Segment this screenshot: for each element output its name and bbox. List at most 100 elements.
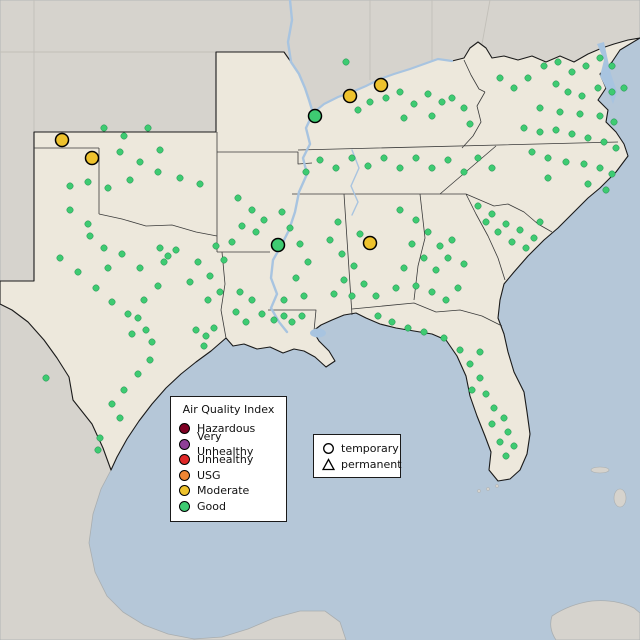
- station-marker-good: [302, 168, 310, 176]
- legend-item-good: Good: [179, 499, 278, 515]
- station-marker-good: [582, 62, 590, 70]
- legend-item-label: Very Unhealthy: [197, 430, 254, 459]
- good-dot-icon: [179, 500, 190, 512]
- station-marker-good: [540, 62, 548, 70]
- station-marker-good: [474, 202, 482, 210]
- station-marker-good: [466, 360, 474, 368]
- station-marker-good: [252, 228, 260, 236]
- station-marker-good: [454, 284, 462, 292]
- station-marker-good: [196, 180, 204, 188]
- legend-item-label: temporary: [341, 441, 399, 455]
- cuba-land: [550, 600, 640, 640]
- station-marker-good: [116, 148, 124, 156]
- station-marker-good: [380, 154, 388, 162]
- station-marker-good: [448, 94, 456, 102]
- station-marker-good: [476, 374, 484, 382]
- legend-item-label: Hazardous: [197, 422, 256, 436]
- station-marker-good: [326, 236, 334, 244]
- station-marker-good: [444, 156, 452, 164]
- station-marker-good: [612, 144, 620, 152]
- station-marker-good: [66, 206, 74, 214]
- station-marker-good: [530, 234, 538, 242]
- station-marker-good: [186, 278, 194, 286]
- hazardous-dot-icon: [179, 423, 190, 435]
- very-unhealthy-dot-icon: [179, 438, 190, 450]
- station-marker-good: [568, 130, 576, 138]
- station-marker-good: [258, 310, 266, 318]
- station-marker-good: [94, 446, 102, 454]
- outside-state-borders: [0, 0, 491, 132]
- station-marker-good: [596, 54, 604, 62]
- station-marker-good: [564, 88, 572, 96]
- station-marker-good: [104, 264, 112, 272]
- station-marker-good: [84, 220, 92, 228]
- station-marker-good: [300, 292, 308, 300]
- station-marker-good: [382, 94, 390, 102]
- station-marker-good: [120, 386, 128, 394]
- legend-item-unhealthy: Unhealthy: [179, 452, 278, 468]
- station-marker-good: [200, 342, 208, 350]
- station-marker-good: [596, 164, 604, 172]
- station-marker-good: [610, 118, 618, 126]
- station-marker-good: [602, 186, 610, 194]
- station-marker-good: [298, 312, 306, 320]
- station-marker-good: [164, 252, 172, 260]
- station-marker-good: [202, 332, 210, 340]
- station-marker-good: [66, 182, 74, 190]
- station-marker-good: [216, 288, 224, 296]
- station-marker-good: [348, 292, 356, 300]
- station-marker-good: [608, 170, 616, 178]
- station-marker-good: [42, 374, 50, 382]
- tennessee-river: [350, 149, 360, 216]
- station-marker-good: [84, 178, 92, 186]
- station-marker-good: [192, 326, 200, 334]
- station-marker-good: [488, 164, 496, 172]
- station-marker-good: [248, 206, 256, 214]
- station-marker-good: [466, 120, 474, 128]
- station-marker-good: [524, 74, 532, 82]
- station-marker-good: [536, 128, 544, 136]
- legend-item-label: permanent: [341, 457, 402, 471]
- station-marker-good: [536, 104, 544, 112]
- legend-air-quality-index: Air Quality Index Hazardous Very Unhealt…: [170, 396, 287, 522]
- station-marker-good: [440, 334, 448, 342]
- station-marker-good: [176, 174, 184, 182]
- station-marker-good: [412, 282, 420, 290]
- station-marker-good-circle: [307, 108, 323, 124]
- station-marker-good: [234, 194, 242, 202]
- station-marker-good: [608, 62, 616, 70]
- station-marker-good: [528, 148, 536, 156]
- legend-marker-shape: temporary permanent: [313, 434, 402, 478]
- station-marker-good: [118, 250, 126, 258]
- station-marker-good: [374, 312, 382, 320]
- station-marker-good: [210, 324, 218, 332]
- station-marker-good: [400, 114, 408, 122]
- station-marker-good: [232, 308, 240, 316]
- station-marker-good: [420, 254, 428, 262]
- station-marker-good: [580, 160, 588, 168]
- station-marker-good: [100, 244, 108, 252]
- station-marker-good: [194, 258, 202, 266]
- station-marker-good: [242, 318, 250, 326]
- station-marker-good: [292, 274, 300, 282]
- station-marker-good: [620, 84, 628, 92]
- station-marker-good: [288, 318, 296, 326]
- florida-keys-islet: [477, 489, 481, 493]
- legend-item-label: USG: [197, 468, 221, 482]
- station-marker-good: [342, 58, 350, 66]
- station-marker-good: [460, 260, 468, 268]
- island-bahamas-2: [613, 488, 627, 508]
- station-marker-good: [280, 312, 288, 320]
- station-marker-good: [516, 226, 524, 234]
- lake-pontchartrain: [310, 328, 326, 338]
- station-marker-good: [372, 292, 380, 300]
- station-marker-good: [350, 262, 358, 270]
- region-state-borders: [34, 59, 619, 339]
- station-marker-good: [134, 314, 142, 322]
- station-marker-good: [364, 162, 372, 170]
- station-marker-good: [442, 296, 450, 304]
- station-marker-moderate-circle: [342, 88, 358, 104]
- station-marker-good: [554, 58, 562, 66]
- station-marker-good: [278, 208, 286, 216]
- station-marker-good: [248, 296, 256, 304]
